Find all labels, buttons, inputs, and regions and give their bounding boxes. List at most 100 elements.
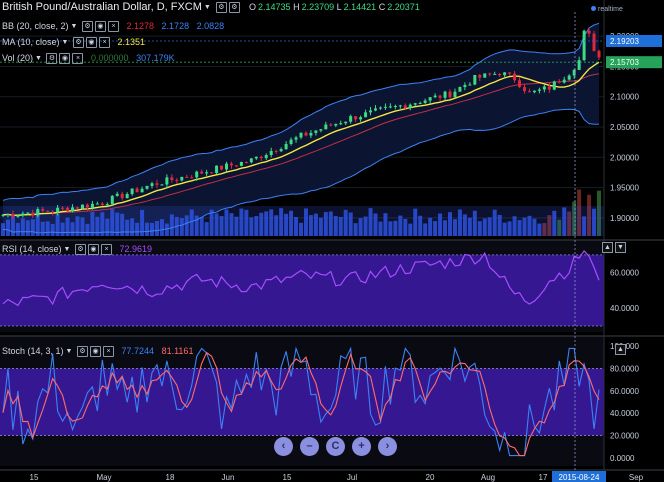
volume-bar — [403, 218, 408, 236]
pane-down-icon[interactable]: ▼ — [615, 242, 626, 253]
price-tag-label: 2.19203 — [610, 37, 639, 46]
stoch-tick: 20.0000 — [610, 431, 639, 440]
volume-bar — [164, 223, 169, 236]
candle-body — [423, 100, 427, 104]
eye-icon[interactable]: ◉ — [90, 346, 101, 358]
gear-icon[interactable]: ⚙ — [228, 2, 240, 14]
eye-icon[interactable]: ◉ — [94, 21, 106, 33]
close-icon[interactable]: × — [72, 53, 84, 65]
volume-bar — [373, 213, 378, 236]
volume-bar — [582, 216, 587, 236]
volume-bar — [20, 218, 25, 236]
candle-body — [364, 112, 368, 118]
candle-body — [369, 110, 373, 113]
volume-bar — [433, 221, 438, 236]
stoch-label[interactable]: Stoch (14, 3, 1) — [2, 346, 64, 357]
volume-bar — [189, 209, 194, 236]
candle-body — [6, 213, 10, 215]
candle-body — [229, 163, 233, 166]
chevron-down-icon[interactable]: ▼ — [65, 348, 73, 356]
vol-value-2: 307.179K — [136, 53, 175, 64]
reset-button[interactable]: C — [326, 437, 345, 456]
candle-body — [463, 85, 467, 88]
settings-icon[interactable]: ⚙ — [77, 346, 88, 358]
volume-bar — [204, 222, 209, 236]
volume-bar — [462, 214, 467, 236]
chevron-down-icon[interactable]: ▼ — [63, 246, 71, 254]
settings-icon[interactable]: ⚙ — [46, 53, 58, 65]
stoch-legend: Stoch (14, 3, 1) ▼ ⚙ ◉ × 77.7244 81.1161 — [2, 346, 193, 358]
volume-bar — [482, 218, 487, 236]
candle-body — [433, 95, 437, 98]
volume-bar — [413, 208, 418, 236]
bb-fill — [3, 23, 599, 233]
zoom-in-button[interactable]: + — [352, 437, 371, 456]
candle-body — [329, 124, 333, 126]
eye-icon[interactable]: ◉ — [85, 37, 97, 49]
bb-label[interactable]: BB (20, close, 2) — [2, 21, 69, 32]
volume-bar — [229, 213, 234, 236]
candle-body — [413, 103, 417, 105]
close-icon[interactable]: × — [100, 244, 112, 256]
close-icon[interactable]: × — [103, 346, 114, 358]
vol-label[interactable]: Vol (20) — [2, 53, 34, 64]
volume-bar — [279, 208, 284, 236]
close-icon[interactable]: × — [107, 21, 119, 33]
candle-body — [21, 213, 25, 216]
chevron-down-icon[interactable]: ▼ — [61, 39, 69, 47]
bb-legend: BB (20, close, 2) ▼ ⚙ ◉ × 2.1278 2.1728 2.0… — [2, 21, 224, 33]
scroll-right-button[interactable]: › — [378, 437, 397, 456]
candle-body — [513, 73, 517, 81]
settings-icon[interactable]: ⚙ — [72, 37, 84, 49]
price-tag-label: 2.15703 — [610, 58, 639, 67]
volume-bar — [323, 211, 328, 236]
volume-bar — [547, 215, 552, 236]
close-icon[interactable]: × — [98, 37, 110, 49]
settings-icon[interactable]: ⚙ — [74, 244, 86, 256]
candle-body — [309, 132, 313, 136]
candle-body — [592, 33, 596, 51]
candle-body — [31, 212, 35, 216]
candle-body — [383, 106, 387, 108]
pane-up-icon[interactable]: ▲ — [602, 242, 613, 253]
rsi-label[interactable]: RSI (14, close) — [2, 244, 62, 255]
pane-up-icon[interactable]: ▲ — [615, 344, 626, 355]
bb-upper-value: 2.1728 — [161, 21, 190, 32]
ma-label[interactable]: MA (10, close) — [2, 37, 60, 48]
volume-bar — [40, 221, 45, 236]
stoch-tick: 0.0000 — [610, 454, 635, 463]
price-tick: 2.05000 — [610, 123, 639, 132]
candle-body — [453, 91, 457, 98]
candle-body — [438, 95, 442, 98]
x-tick: 15 — [283, 473, 292, 482]
symbol-title[interactable]: British Pound/Australian Dollar, D, FXCM — [2, 1, 202, 14]
volume-bar — [184, 215, 189, 236]
cursor-date-label: 2015-08-24 — [559, 473, 600, 482]
volume-bar — [328, 211, 333, 236]
scroll-left-button[interactable]: ‹ — [274, 437, 293, 456]
candle-body — [523, 87, 526, 92]
volume-bar — [353, 223, 358, 236]
candle-body — [314, 130, 318, 133]
candle-body — [76, 207, 79, 209]
volume-bar — [393, 220, 398, 236]
candle-body — [537, 89, 541, 91]
zoom-out-button[interactable]: – — [300, 437, 319, 456]
chevron-down-icon[interactable]: ▼ — [70, 23, 78, 31]
volume-bar — [50, 223, 55, 236]
chevron-down-icon[interactable]: ▼ — [35, 55, 42, 63]
candle-body — [478, 74, 482, 78]
settings-icon[interactable]: ⚙ — [81, 21, 93, 33]
candle-body — [170, 177, 174, 181]
eye-icon[interactable]: ◉ — [59, 53, 71, 65]
volume-bar — [150, 222, 154, 236]
volume-bar — [224, 209, 229, 236]
dot-icon — [591, 6, 596, 11]
candle-body — [324, 124, 328, 130]
chevron-down-icon[interactable]: ▼ — [203, 4, 211, 12]
candle-body — [493, 73, 497, 75]
eye-icon[interactable]: ◉ — [87, 244, 99, 256]
candle-body — [508, 72, 512, 74]
settings-icon[interactable]: ⚙ — [215, 2, 227, 14]
